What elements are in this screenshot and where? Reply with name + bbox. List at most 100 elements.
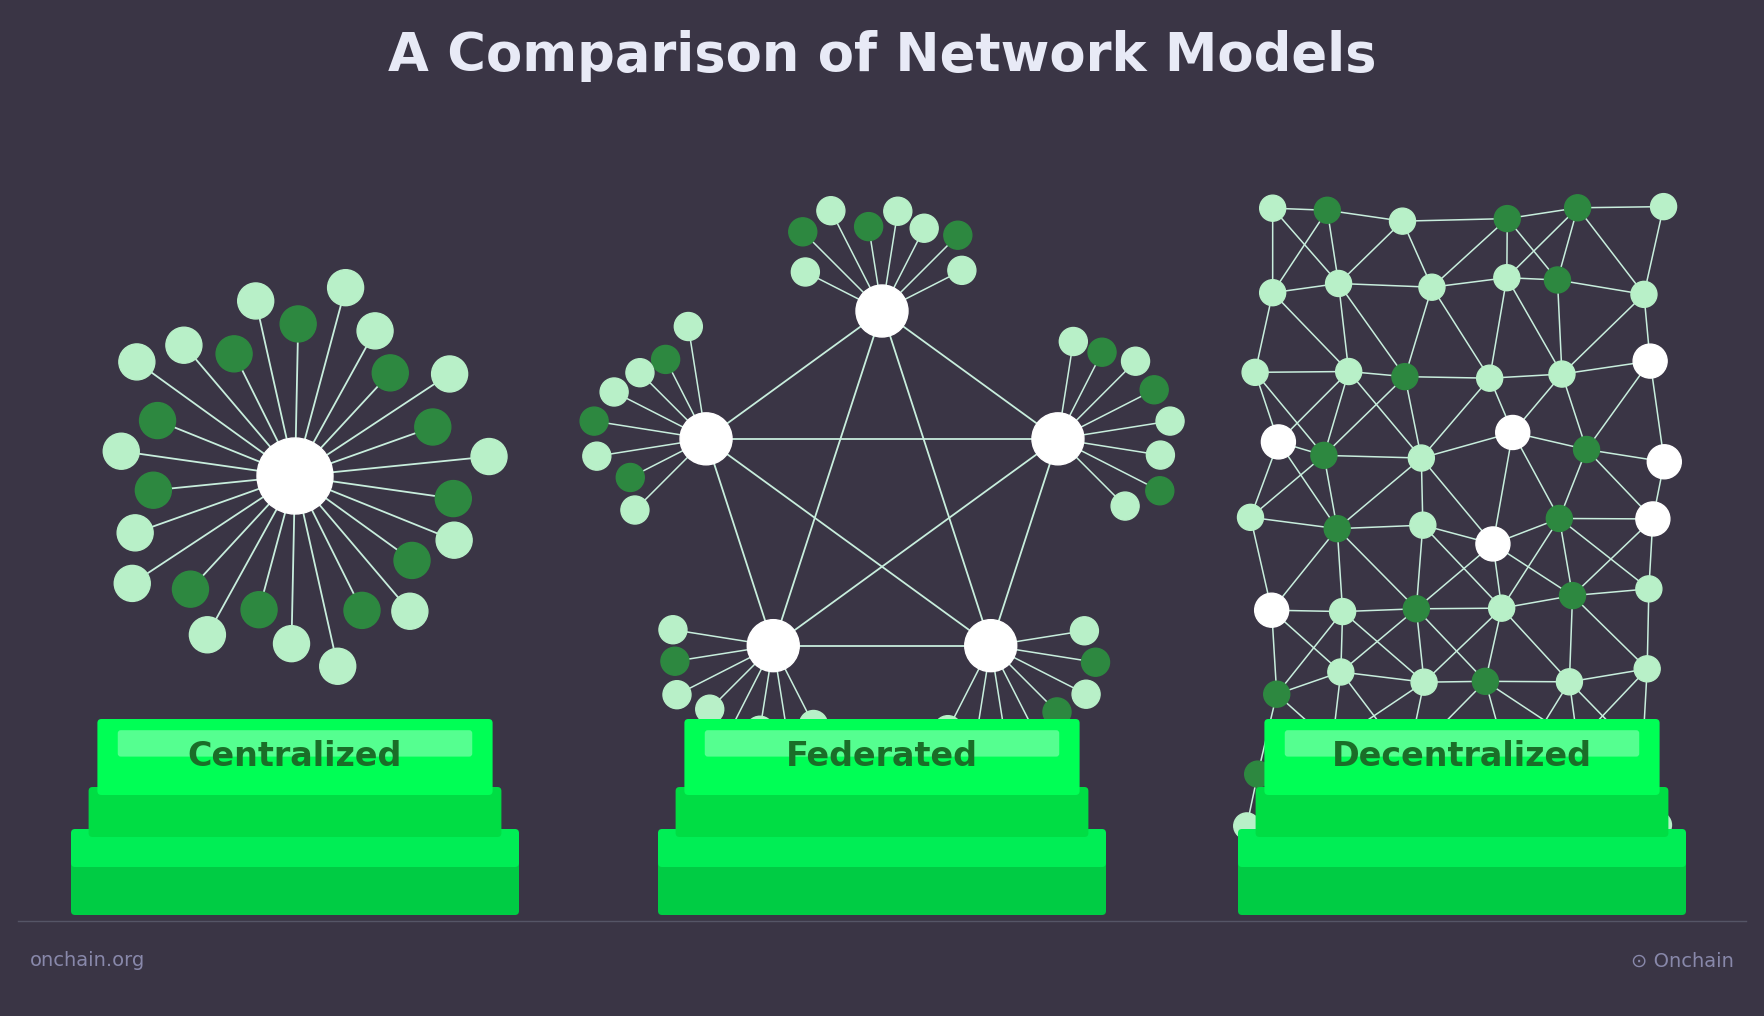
Circle shape bbox=[856, 285, 908, 337]
Circle shape bbox=[1473, 669, 1498, 694]
Circle shape bbox=[356, 313, 393, 348]
Circle shape bbox=[1411, 670, 1438, 695]
Circle shape bbox=[1259, 279, 1286, 306]
Circle shape bbox=[1155, 407, 1184, 435]
Circle shape bbox=[166, 327, 201, 363]
Circle shape bbox=[1390, 208, 1415, 234]
Circle shape bbox=[118, 343, 155, 380]
Circle shape bbox=[854, 212, 882, 241]
Circle shape bbox=[1242, 360, 1268, 385]
Circle shape bbox=[1646, 812, 1672, 838]
Circle shape bbox=[1316, 726, 1349, 761]
Circle shape bbox=[1648, 445, 1681, 479]
Circle shape bbox=[1633, 656, 1660, 682]
Circle shape bbox=[933, 715, 961, 744]
Circle shape bbox=[258, 438, 333, 514]
Text: A Comparison of Network Models: A Comparison of Network Models bbox=[388, 30, 1376, 82]
FancyBboxPatch shape bbox=[88, 787, 501, 837]
Circle shape bbox=[1494, 759, 1529, 792]
Circle shape bbox=[392, 593, 429, 629]
Circle shape bbox=[1325, 516, 1349, 542]
Circle shape bbox=[344, 592, 379, 628]
Circle shape bbox=[415, 409, 452, 445]
Circle shape bbox=[280, 306, 316, 342]
Circle shape bbox=[711, 727, 739, 756]
Circle shape bbox=[1494, 205, 1521, 232]
Circle shape bbox=[471, 439, 506, 474]
FancyBboxPatch shape bbox=[676, 787, 1088, 837]
Text: onchain.org: onchain.org bbox=[30, 952, 145, 970]
Circle shape bbox=[1565, 729, 1591, 755]
Circle shape bbox=[1404, 595, 1429, 622]
Circle shape bbox=[748, 620, 799, 672]
Circle shape bbox=[960, 736, 988, 763]
Circle shape bbox=[1032, 412, 1083, 465]
Circle shape bbox=[1496, 416, 1529, 449]
Circle shape bbox=[436, 481, 471, 516]
Circle shape bbox=[746, 716, 774, 745]
Circle shape bbox=[432, 356, 467, 392]
FancyBboxPatch shape bbox=[1238, 859, 1686, 915]
Circle shape bbox=[1476, 365, 1503, 391]
FancyBboxPatch shape bbox=[118, 731, 473, 757]
Circle shape bbox=[1651, 194, 1676, 219]
Circle shape bbox=[616, 463, 644, 492]
FancyBboxPatch shape bbox=[1265, 719, 1660, 795]
Circle shape bbox=[600, 378, 628, 406]
Circle shape bbox=[1314, 197, 1341, 224]
Circle shape bbox=[681, 412, 732, 465]
Circle shape bbox=[773, 719, 801, 748]
Circle shape bbox=[1122, 347, 1150, 375]
Circle shape bbox=[1547, 506, 1572, 531]
Circle shape bbox=[1549, 361, 1575, 387]
Circle shape bbox=[1565, 195, 1591, 220]
Circle shape bbox=[910, 214, 938, 242]
FancyBboxPatch shape bbox=[71, 829, 519, 867]
Circle shape bbox=[393, 543, 430, 578]
Circle shape bbox=[1043, 698, 1071, 725]
Circle shape bbox=[328, 269, 363, 306]
Circle shape bbox=[173, 571, 208, 608]
Circle shape bbox=[217, 336, 252, 372]
Circle shape bbox=[1140, 376, 1168, 403]
Circle shape bbox=[238, 283, 273, 319]
Circle shape bbox=[104, 433, 139, 469]
Circle shape bbox=[1254, 593, 1289, 627]
Circle shape bbox=[1073, 681, 1101, 708]
Circle shape bbox=[1233, 813, 1259, 839]
Circle shape bbox=[1418, 274, 1445, 300]
Circle shape bbox=[695, 695, 723, 723]
Circle shape bbox=[1545, 267, 1570, 293]
Circle shape bbox=[1489, 595, 1515, 621]
Circle shape bbox=[1395, 747, 1420, 773]
Circle shape bbox=[1573, 437, 1600, 462]
Text: ⊙ Onchain: ⊙ Onchain bbox=[1632, 952, 1734, 970]
Circle shape bbox=[1060, 327, 1087, 356]
Circle shape bbox=[1478, 834, 1514, 869]
FancyBboxPatch shape bbox=[1284, 731, 1639, 757]
Circle shape bbox=[436, 522, 473, 558]
Circle shape bbox=[1494, 265, 1521, 291]
Circle shape bbox=[136, 472, 171, 508]
Circle shape bbox=[1263, 681, 1289, 707]
Circle shape bbox=[139, 402, 176, 439]
Circle shape bbox=[1111, 492, 1140, 520]
Circle shape bbox=[621, 496, 649, 524]
Circle shape bbox=[1238, 504, 1263, 530]
Circle shape bbox=[1330, 598, 1355, 625]
Circle shape bbox=[242, 591, 277, 628]
Circle shape bbox=[944, 221, 972, 249]
Circle shape bbox=[662, 647, 690, 676]
Circle shape bbox=[1261, 425, 1295, 459]
FancyBboxPatch shape bbox=[97, 719, 492, 795]
Circle shape bbox=[1245, 761, 1270, 787]
FancyBboxPatch shape bbox=[1256, 787, 1669, 837]
Circle shape bbox=[1630, 744, 1655, 770]
Circle shape bbox=[1632, 281, 1656, 308]
Circle shape bbox=[663, 681, 691, 709]
Circle shape bbox=[372, 355, 407, 391]
Circle shape bbox=[1071, 617, 1099, 645]
FancyBboxPatch shape bbox=[684, 719, 1080, 795]
Circle shape bbox=[189, 617, 226, 653]
Circle shape bbox=[582, 442, 610, 470]
